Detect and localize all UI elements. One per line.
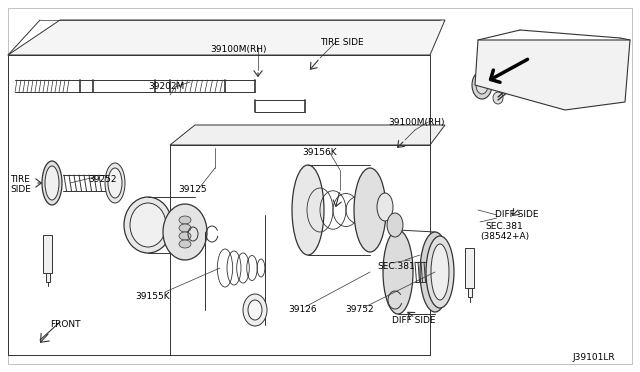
- Ellipse shape: [387, 213, 403, 237]
- Text: 39156K: 39156K: [302, 148, 337, 157]
- Ellipse shape: [480, 52, 510, 88]
- Text: 39252: 39252: [88, 175, 116, 184]
- Ellipse shape: [426, 236, 454, 308]
- Bar: [510, 58, 585, 93]
- Ellipse shape: [108, 168, 122, 198]
- Text: (38542+A): (38542+A): [480, 232, 529, 241]
- Text: DIFF SIDE: DIFF SIDE: [392, 316, 435, 325]
- Text: FRONT: FRONT: [50, 320, 81, 329]
- Text: J39101LR: J39101LR: [572, 353, 614, 362]
- Ellipse shape: [420, 232, 450, 312]
- Ellipse shape: [163, 204, 207, 260]
- Text: 39125: 39125: [178, 185, 207, 194]
- Bar: [465, 248, 474, 288]
- Ellipse shape: [377, 193, 393, 221]
- Bar: [43, 235, 52, 273]
- Polygon shape: [170, 125, 445, 145]
- Text: DIFF SIDE: DIFF SIDE: [495, 210, 538, 219]
- Ellipse shape: [476, 76, 488, 94]
- Text: 39752: 39752: [345, 305, 374, 314]
- Text: 39126: 39126: [288, 305, 317, 314]
- Text: SEC.381: SEC.381: [377, 262, 415, 271]
- Polygon shape: [8, 20, 445, 55]
- Ellipse shape: [493, 92, 503, 104]
- Ellipse shape: [179, 224, 191, 232]
- Text: 39202M: 39202M: [148, 82, 184, 91]
- Ellipse shape: [472, 71, 492, 99]
- Ellipse shape: [354, 168, 386, 252]
- Ellipse shape: [179, 216, 191, 224]
- Ellipse shape: [179, 240, 191, 248]
- Text: TIRE
SIDE: TIRE SIDE: [10, 175, 31, 195]
- Ellipse shape: [243, 294, 267, 326]
- Bar: [46, 273, 50, 282]
- Ellipse shape: [292, 165, 324, 255]
- Ellipse shape: [45, 166, 59, 200]
- Ellipse shape: [383, 230, 413, 314]
- Text: 39100M(RH): 39100M(RH): [388, 118, 445, 127]
- Text: TIRE SIDE: TIRE SIDE: [320, 38, 364, 47]
- Ellipse shape: [248, 300, 262, 320]
- Ellipse shape: [124, 197, 172, 253]
- Text: 39155K: 39155K: [135, 292, 170, 301]
- Ellipse shape: [105, 163, 125, 203]
- Text: 39100M(RH): 39100M(RH): [210, 45, 266, 54]
- Polygon shape: [475, 40, 630, 110]
- Ellipse shape: [179, 232, 191, 240]
- Ellipse shape: [42, 161, 62, 205]
- Ellipse shape: [431, 244, 449, 300]
- Ellipse shape: [588, 52, 618, 88]
- Bar: [468, 288, 472, 297]
- Ellipse shape: [130, 203, 166, 247]
- Text: SEC.381: SEC.381: [485, 222, 523, 231]
